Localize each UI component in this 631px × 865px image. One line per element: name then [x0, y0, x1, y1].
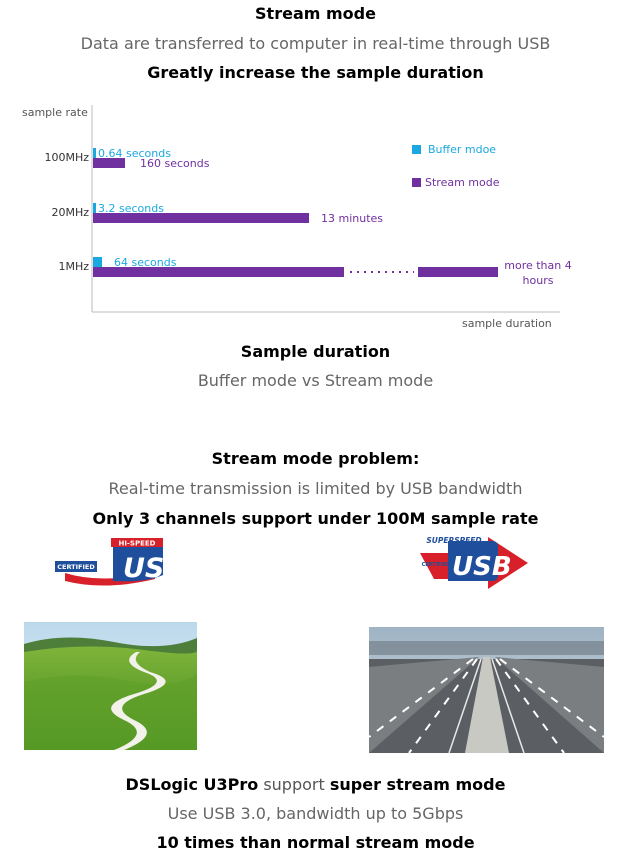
- stream-bar: [418, 267, 498, 277]
- chart-caption-subtitle: Buffer mode vs Stream mode: [197, 371, 434, 390]
- footer-headline: 10 times than normal stream mode: [156, 833, 475, 852]
- legend-buffer-label: Buffer mdoe: [428, 143, 496, 156]
- y-tick-label: 1MHz: [58, 260, 89, 273]
- buffer-bar: [93, 148, 96, 158]
- problem-title: Stream mode problem:: [211, 449, 420, 468]
- x-axis-label: sample duration: [462, 317, 552, 330]
- feature-name: super stream mode: [329, 775, 506, 794]
- product-name: DSLogic U3Pro: [125, 775, 259, 794]
- buffer-bar: [93, 257, 102, 267]
- country-road-image: [24, 622, 197, 750]
- footer-detail: Use USB 3.0, bandwidth up to 5Gbps: [167, 804, 464, 823]
- superspeed-usb-text: USB: [452, 552, 512, 582]
- buffer-bar-label: 0.64 seconds: [98, 147, 171, 160]
- hispeed-usb-text: USB: [123, 553, 167, 584]
- buffer-bar-label: 64 seconds: [114, 256, 177, 269]
- legend-stream-swatch: [412, 178, 421, 187]
- legend-buffer-swatch: [412, 145, 421, 154]
- stream-bar-label: more than 4: [504, 259, 571, 272]
- page-title: Stream mode: [255, 4, 376, 23]
- duration-chart: sample rate sample duration 100MHz 0.64 sec…: [22, 105, 572, 330]
- buffer-bar-label: 3.2 seconds: [98, 202, 164, 215]
- highway-image: [369, 627, 604, 753]
- legend-stream-label: Stream mode: [425, 176, 500, 189]
- hispeed-label: HI-SPEED: [119, 540, 156, 548]
- stream-bar: [93, 267, 344, 277]
- page-subtitle: Data are transferred to computer in real…: [80, 34, 551, 53]
- footer-product-line: DSLogic U3Pro support super stream mode: [0, 775, 631, 794]
- stream-bar: [93, 158, 125, 168]
- y-tick-label: 20MHz: [51, 206, 89, 219]
- support-word: support: [263, 775, 325, 794]
- y-axis-label: sample rate: [22, 106, 88, 119]
- superspeed-certified-label: CERTIFIED: [422, 562, 451, 568]
- stream-bar-label: hours: [523, 274, 554, 287]
- usb-superspeed-logo: SUPERSPEED CERTIFIED USB: [420, 536, 528, 589]
- y-tick-label: 100MHz: [44, 151, 89, 164]
- headline-duration: Greatly increase the sample duration: [147, 63, 484, 82]
- stream-bar-label: 13 minutes: [321, 212, 383, 225]
- stream-bar-label: 160 seconds: [140, 157, 210, 170]
- usb-hispeed-logo: HI-SPEED CERTIFIED USB: [55, 538, 167, 586]
- superspeed-label: SUPERSPEED: [426, 536, 481, 545]
- problem-headline: Only 3 channels support under 100M sampl…: [92, 509, 539, 528]
- problem-text: Real-time transmission is limited by USB…: [108, 479, 523, 498]
- stream-bar: [93, 213, 309, 223]
- chart-caption-title: Sample duration: [240, 342, 391, 361]
- buffer-bar: [93, 203, 96, 213]
- hispeed-certified-label: CERTIFIED: [57, 563, 95, 571]
